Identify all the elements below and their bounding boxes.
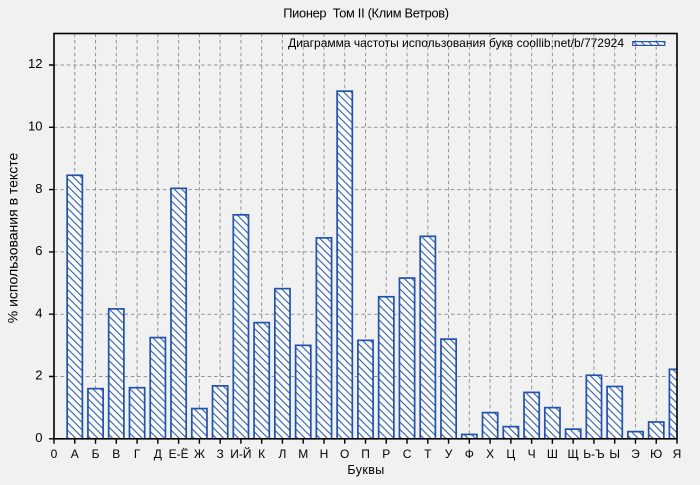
svg-text:10: 10 bbox=[28, 119, 42, 134]
svg-text:0: 0 bbox=[51, 447, 58, 461]
svg-text:Ф: Ф bbox=[465, 447, 474, 461]
svg-text:У: У bbox=[445, 447, 453, 461]
svg-text:В: В bbox=[112, 447, 120, 461]
svg-text:2: 2 bbox=[35, 368, 42, 383]
svg-text:4: 4 bbox=[35, 305, 42, 320]
svg-text:Ж: Ж bbox=[194, 447, 205, 461]
svg-text:Е-Ё: Е-Ё bbox=[169, 447, 189, 461]
svg-text:Я: Я bbox=[673, 447, 682, 461]
svg-text:0: 0 bbox=[35, 430, 42, 445]
svg-text:Пионер Том II (Клим Ветров): Пионер Том II (Клим Ветров) bbox=[283, 6, 449, 21]
svg-text:Буквы: Буквы bbox=[347, 463, 384, 477]
svg-text:Р: Р bbox=[382, 447, 390, 461]
svg-text:Ы: Ы bbox=[609, 447, 620, 461]
svg-text:З: З bbox=[217, 447, 224, 461]
svg-text:Л: Л bbox=[278, 447, 286, 461]
svg-text:% использования в тексте: % использования в тексте bbox=[4, 153, 20, 324]
svg-text:О: О bbox=[340, 447, 349, 461]
svg-text:8: 8 bbox=[35, 181, 42, 196]
svg-text:Э: Э bbox=[631, 447, 640, 461]
svg-text:П: П bbox=[361, 447, 370, 461]
svg-text:Г: Г bbox=[134, 447, 141, 461]
svg-text:Ш: Ш bbox=[547, 447, 558, 461]
svg-text:Н: Н bbox=[320, 447, 329, 461]
svg-text:Ц: Ц bbox=[506, 447, 515, 461]
svg-text:Щ: Щ bbox=[568, 447, 579, 461]
svg-text:К: К bbox=[258, 447, 265, 461]
svg-text:И-Й: И-Й bbox=[230, 446, 251, 461]
svg-text:12: 12 bbox=[28, 56, 42, 71]
svg-text:Ч: Ч bbox=[528, 447, 536, 461]
svg-text:Б: Б bbox=[92, 447, 100, 461]
svg-text:М: М bbox=[298, 447, 308, 461]
svg-text:Т: Т bbox=[424, 447, 432, 461]
svg-text:Ю: Ю bbox=[650, 447, 662, 461]
svg-text:Х: Х bbox=[486, 447, 494, 461]
svg-text:Д: Д bbox=[154, 447, 162, 461]
svg-text:С: С bbox=[403, 447, 412, 461]
svg-text:Ь-Ъ: Ь-Ъ bbox=[583, 447, 604, 461]
svg-text:Диаграмма частоты использовани: Диаграмма частоты использования букв coo… bbox=[288, 36, 624, 50]
svg-text:А: А bbox=[71, 447, 79, 461]
svg-text:6: 6 bbox=[35, 243, 42, 258]
